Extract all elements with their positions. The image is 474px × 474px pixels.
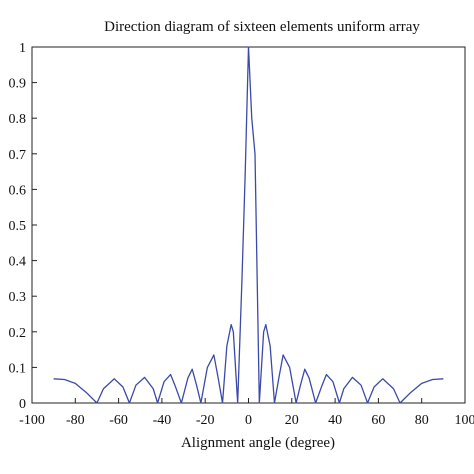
x-tick-label: -40 xyxy=(153,413,172,428)
x-tick-label: 20 xyxy=(285,413,299,428)
x-axis-title: Alignment angle (degree) xyxy=(181,435,335,451)
y-tick-label: 0.9 xyxy=(9,77,27,92)
y-tick-label: 0.4 xyxy=(9,255,27,270)
y-tick-label: 0 xyxy=(19,397,26,412)
x-tick-label: 100 xyxy=(455,413,474,428)
y-tick-label: 0.3 xyxy=(9,290,27,305)
series-line xyxy=(53,46,444,404)
y-tick-label: 0.5 xyxy=(9,219,27,234)
x-tick-label: 80 xyxy=(415,413,429,428)
y-tick-label: 0.7 xyxy=(9,148,27,163)
y-tick-label: 1 xyxy=(19,41,26,56)
x-tick-label: 0 xyxy=(245,413,252,428)
y-tick-label: 0.8 xyxy=(9,112,27,127)
y-tick-label: 0.6 xyxy=(9,183,27,198)
x-tick-label: 40 xyxy=(328,413,342,428)
chart-title: Direction diagram of sixteen elements un… xyxy=(104,19,420,35)
y-tick-label: 0.1 xyxy=(9,361,27,376)
x-tick-label: 60 xyxy=(371,413,385,428)
x-tick-label: -100 xyxy=(19,413,45,428)
plot-area-frame xyxy=(31,46,466,404)
y-tick-label: 0.2 xyxy=(9,326,27,341)
x-axis-ticks: -100 -80 -60 -40 -20 0 20 40 60 80 100 xyxy=(19,398,474,428)
x-tick-label: -60 xyxy=(109,413,128,428)
x-tick-label: -80 xyxy=(66,413,85,428)
y-axis-ticks: 0 0.1 0.2 0.3 0.4 0.5 0.6 0.7 0.8 0.9 1 xyxy=(9,41,37,412)
x-tick-label: -20 xyxy=(196,413,215,428)
series-layer xyxy=(53,46,444,404)
